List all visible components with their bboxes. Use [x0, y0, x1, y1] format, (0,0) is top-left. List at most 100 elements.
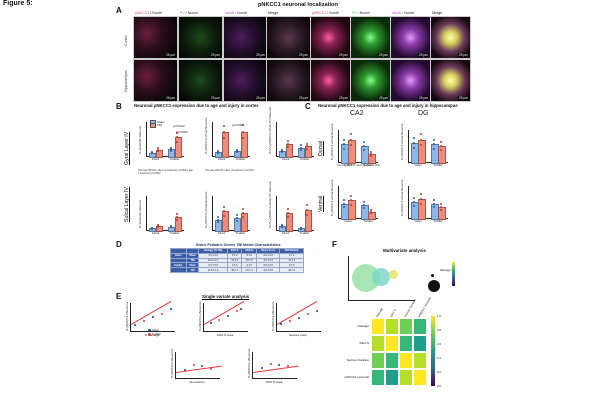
- panel-b-plot-0-1-x-axis: [212, 156, 250, 157]
- micrograph-cortex-7: 25 µm: [430, 16, 471, 59]
- panel-c-plot-1-0-dot-1-0-2: [363, 201, 366, 203]
- panel-c-plot-0-1-dot-0-1-2: [419, 133, 422, 135]
- panel-c-plot-0-0-dot-1-1-2: [369, 151, 372, 153]
- micrograph-hippocampus-1: 25 µm: [178, 59, 223, 102]
- panel-b-sig-1: p=0.0022: [176, 130, 188, 134]
- micrograph-hippocampus-2: 25 µm: [223, 59, 268, 102]
- scatter-point-1-0: [209, 321, 212, 324]
- panel-c-plot-1-1-dot-0-0-0: [413, 205, 416, 207]
- panel-e-legend-swatch-0: [148, 328, 151, 332]
- panel-c-plot-1-0-dot-1-1-0: [369, 212, 372, 215]
- panel-b-plot-1-0: % Apoptotic Neurons Infant Toddler: [138, 196, 184, 235]
- scatter-point-1-3: [236, 310, 238, 313]
- panel-c-plot-1-1-dot-0-0-1: [413, 201, 416, 203]
- panel-c-plot-1-1-xtick-0: Infant: [414, 219, 422, 223]
- panel-c-plot-1-0-x-axis: [338, 218, 378, 219]
- panel-b-plot-0-1-dot-0-0-1: [216, 150, 219, 153]
- bubble-legend-small: [431, 274, 434, 277]
- panel-b-plot-0-1-y-axis: [212, 122, 213, 156]
- panel-b-plot-1-1-dot-0-0-0: [216, 221, 219, 224]
- row-label-sulcal: Sulcal Layer IV: [124, 187, 130, 222]
- panel-b-plot-1-1-dot-0-1-2: [223, 205, 226, 208]
- bubble-legend-title: Damage %: [440, 268, 454, 272]
- scale-bar-0-1: 25 µm: [210, 53, 221, 57]
- panel-c-plot-0-1-xtick-0: Infant: [414, 163, 422, 167]
- scale-bar-1-3: 25 µm: [298, 96, 309, 100]
- panel-b-plot-0-2-dot-0-1-1: [287, 143, 290, 146]
- column-header-suffix-2: / Nuclei: [234, 11, 248, 15]
- panel-b-plot-1-0-dot-0-1-0: [157, 225, 160, 228]
- scatter-y-label-3: % pNKCC1+/Neurons: [170, 348, 174, 378]
- table-cell-3-3: 35 ± 7: [226, 267, 243, 273]
- table-row: TBI 11.8 ± 1.9 35 ± 7 24 ± 4 2.9 ± 0.5 10 ± 2: [170, 267, 304, 273]
- column-header-2: NeuN / Nuclei: [225, 11, 247, 15]
- table-cell-3-2: 11.8 ± 1.9: [198, 267, 228, 273]
- panel-b-plot-0-0-dot-1-1-2: [176, 131, 179, 134]
- column-header-marker-0: pNKCC1: [135, 11, 150, 15]
- table-cell-3-5: 2.9 ± 0.5: [256, 267, 281, 273]
- panel-b-title: Neuronal pNKCC1 expression due to age an…: [134, 103, 259, 108]
- panel-c-title: Neuronal pNKCC1 expression due to age an…: [318, 103, 458, 108]
- scatter-y-label-1: % pNKCC1+/Neurons: [198, 301, 202, 331]
- bubble-colorbar: [452, 262, 455, 286]
- micrograph-cortex-5: 25 µm: [350, 16, 391, 59]
- panel-b-plot-0-1-dot-1-1-0: [242, 136, 245, 139]
- column-header-suffix-4: / Nuclei: [326, 11, 340, 15]
- panel-b-plot-0-2-dot-0-0-1: [280, 149, 283, 152]
- scatter-point-2-2: [298, 317, 300, 320]
- panel-b-plot-0-1-dot-1-1-2: [242, 124, 245, 127]
- panel-letter-d: D: [116, 240, 122, 249]
- panel-e-legend-label-0: Infant: [152, 328, 159, 332]
- panel-b-plot-1-2-dot-0-1-1: [287, 212, 290, 214]
- trend-line-0: [130, 300, 172, 325]
- scale-bar-1-4: 25 µm: [338, 96, 349, 100]
- panel-b-plot-1-0-dot-0-1-1: [157, 224, 160, 227]
- trend-line-3: [175, 365, 222, 372]
- scatter-point-4-1: [269, 362, 272, 365]
- panel-c-plot-1-0-dot-1-1-2: [369, 209, 372, 211]
- micrograph-cortex-2: 25 µm: [223, 16, 268, 59]
- panel-b-plot-0-2-bar-1-1: [304, 146, 312, 158]
- micrograph-hippocampus-4: 25 µm: [310, 59, 351, 102]
- panel-c-plot-1-1-dot-1-1-0: [439, 208, 442, 211]
- panel-b-plot-1-2-dot-0-0-2: [280, 223, 283, 226]
- micrograph-hippocampus-7: 25 µm: [430, 59, 471, 102]
- panel-c-plot-1-0: % pNKCC1+/Total Neurons Infant Toddler: [330, 180, 378, 223]
- panel-b-plot-1-0-xtick-0: Infant: [151, 231, 160, 235]
- panel-b-plot-1-1-dot-1-1-2: [242, 207, 245, 210]
- panel-b-plot-1-1-dot-1-1-1: [242, 212, 245, 214]
- panel-c-plot-0-1-dot-0-0-1: [413, 141, 416, 144]
- panel-b-plot-1-2-dot-1-0-2: [299, 226, 302, 229]
- bubble-legend-large: [428, 280, 440, 292]
- scatter-point-1-4: [240, 307, 243, 310]
- panel-b-plot-0-2-x-axis: [276, 156, 314, 157]
- scale-bar-1-1: 25 µm: [210, 96, 221, 100]
- panel-b-sig-2: p=0.0001: [232, 123, 244, 127]
- colorbar-tick-3: 0.4: [437, 356, 441, 360]
- panel-c-plot-1-0-dot-0-1-1: [349, 199, 352, 202]
- scatter-x-label-2: Seizure (min): [289, 333, 307, 337]
- panel-a-title: pNKCC1 neuronal localization: [258, 2, 338, 8]
- panel-c-plot-0-1-dot-1-1-1: [439, 145, 442, 147]
- column-header-suffix-1: / Nuclei: [184, 11, 198, 15]
- panel-c-plot-0-0-bar-0-1: [348, 139, 356, 164]
- panel-b-legend-label-0: Sham: [157, 119, 165, 124]
- scatter-y-label-2: % pNKCC1+/Neurons: [271, 301, 275, 331]
- heatmap-col-label-0: Damage: [375, 306, 384, 318]
- scatter-plot-4: [252, 352, 299, 379]
- panel-b-plot-0-0-dot-0-1-1: [157, 148, 160, 151]
- panel-c-plot-0-1-xtick-1: Toddler: [433, 163, 443, 167]
- scale-bar-0-5: 25 µm: [378, 53, 389, 57]
- panel-d-table: Damage (% TBI) SSH % NOS % Neuro Score TAW N…: [170, 248, 304, 273]
- panel-b-plot-0-2-xtick-0: Infant: [281, 157, 290, 161]
- panel-b-plot-0-1-y-label: % pNKCC1+/Total Neurons: [204, 117, 208, 154]
- heatmap-cell-0-2: [399, 318, 413, 335]
- panel-b-plot-1-0-dot-0-1-2: [157, 223, 160, 226]
- column-header-marker-1: PV: [180, 11, 185, 15]
- table-row: TBI 14.3 ± 2.1 41 ± 6 29 ± 5 3.4 ± 0.6 12 ± 3: [170, 257, 304, 264]
- panel-e-legend-item-0: Infant: [148, 328, 161, 332]
- column-header-suffix-0: / Nuclei: [149, 11, 163, 15]
- panel-b-plot-0-0-dot-1-0-0: [169, 149, 172, 152]
- panel-b-plot-1-2-dot-1-1-2: [306, 203, 309, 206]
- row-label-hippocampus: Hippocampus: [124, 70, 128, 92]
